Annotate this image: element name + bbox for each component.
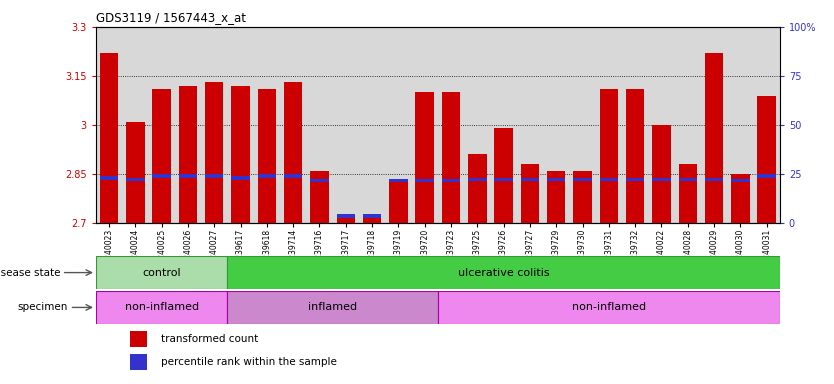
- Bar: [495, 177, 513, 182]
- Bar: [547, 170, 565, 223]
- Bar: [310, 179, 329, 182]
- Text: non-inflamed: non-inflamed: [124, 303, 198, 313]
- Bar: [337, 217, 355, 223]
- Bar: [652, 177, 671, 182]
- Text: non-inflamed: non-inflamed: [572, 303, 646, 313]
- Bar: [442, 179, 460, 182]
- Bar: [130, 331, 148, 347]
- Bar: [705, 53, 723, 223]
- Text: ulcerative colitis: ulcerative colitis: [458, 268, 550, 278]
- Bar: [415, 179, 434, 182]
- Bar: [130, 354, 148, 370]
- Bar: [652, 125, 671, 223]
- Bar: [310, 170, 329, 223]
- Bar: [126, 177, 144, 182]
- Bar: [153, 174, 171, 178]
- Bar: [495, 128, 513, 223]
- Bar: [231, 86, 250, 223]
- Bar: [705, 177, 723, 182]
- Bar: [96, 291, 228, 324]
- Bar: [468, 154, 486, 223]
- Bar: [757, 96, 776, 223]
- Bar: [600, 177, 618, 182]
- Bar: [626, 177, 645, 182]
- Bar: [231, 176, 250, 180]
- Bar: [547, 177, 565, 182]
- Bar: [284, 83, 303, 223]
- Bar: [679, 177, 697, 182]
- Bar: [100, 176, 118, 180]
- Text: specimen: specimen: [18, 303, 68, 313]
- Bar: [363, 217, 381, 223]
- Bar: [389, 179, 408, 182]
- Text: disease state: disease state: [0, 268, 60, 278]
- Bar: [258, 174, 276, 178]
- Bar: [205, 83, 224, 223]
- Bar: [178, 86, 197, 223]
- Bar: [415, 92, 434, 223]
- Bar: [520, 164, 539, 223]
- Bar: [96, 256, 228, 290]
- Text: control: control: [143, 268, 181, 278]
- Bar: [600, 89, 618, 223]
- Bar: [731, 179, 750, 182]
- Bar: [626, 89, 645, 223]
- Bar: [284, 174, 303, 178]
- Bar: [389, 180, 408, 223]
- Bar: [228, 291, 438, 324]
- Bar: [126, 122, 144, 223]
- Bar: [679, 164, 697, 223]
- Bar: [573, 177, 592, 182]
- Text: percentile rank within the sample: percentile rank within the sample: [161, 357, 337, 367]
- Bar: [438, 291, 780, 324]
- Bar: [573, 170, 592, 223]
- Bar: [363, 214, 381, 218]
- Bar: [337, 214, 355, 218]
- Bar: [731, 174, 750, 223]
- Text: transformed count: transformed count: [161, 334, 259, 344]
- Text: GDS3119 / 1567443_x_at: GDS3119 / 1567443_x_at: [96, 11, 246, 24]
- Bar: [468, 177, 486, 182]
- Bar: [153, 89, 171, 223]
- Bar: [228, 256, 780, 290]
- Text: inflamed: inflamed: [308, 303, 357, 313]
- Bar: [757, 174, 776, 178]
- Bar: [520, 177, 539, 182]
- Bar: [100, 53, 118, 223]
- Bar: [442, 92, 460, 223]
- Bar: [178, 174, 197, 178]
- Bar: [258, 89, 276, 223]
- Bar: [205, 174, 224, 178]
